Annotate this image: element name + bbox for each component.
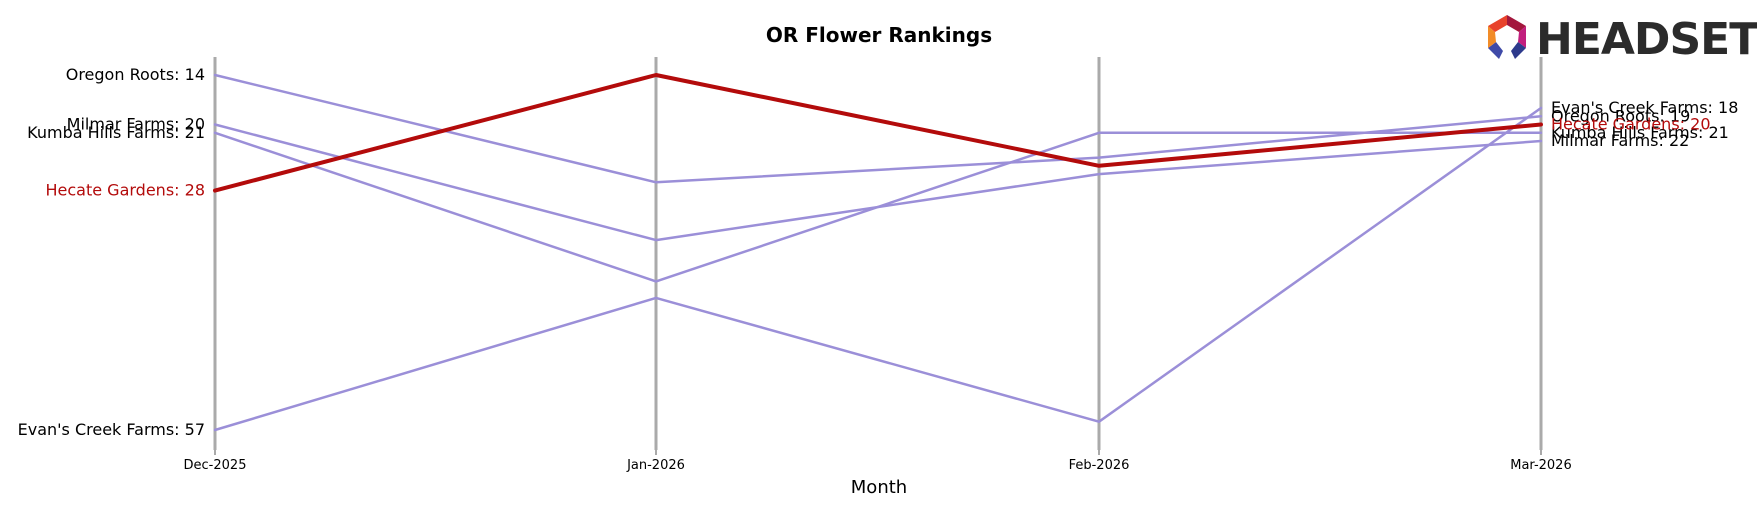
end-label-hecate-gardens: Hecate Gardens: 20 bbox=[1551, 115, 1711, 134]
series-line-hecate-gardens bbox=[213, 73, 1543, 193]
end-label-oregon-roots: Oregon Roots: 19 bbox=[1551, 106, 1690, 125]
headset-logo: HEADSET bbox=[1488, 14, 1757, 65]
headset-logo-icon bbox=[1488, 15, 1526, 59]
chart-title: OR Flower Rankings bbox=[766, 23, 992, 47]
start-label-oregon-roots: Oregon Roots: 14 bbox=[66, 65, 205, 84]
start-label-kumba-hills-farms: Kumba Hills Farms: 21 bbox=[27, 123, 205, 142]
end-label-kumba-hills-farms: Kumba Hills Farms: 21 bbox=[1551, 123, 1729, 142]
end-label-milmar-farms: Milmar Farms: 22 bbox=[1551, 131, 1689, 150]
series-line-kumba-hills-farms bbox=[213, 131, 1543, 283]
start-label-milmar-farms: Milmar Farms: 20 bbox=[67, 115, 205, 134]
tick-label-feb-2026: Feb-2026 bbox=[1069, 458, 1130, 473]
series-lines bbox=[213, 73, 1543, 432]
series-line-evan-s-creek-farms bbox=[213, 106, 1543, 432]
tick-label-dec-2025: Dec-2025 bbox=[184, 458, 247, 473]
start-label-hecate-gardens: Hecate Gardens: 28 bbox=[46, 181, 206, 200]
x-axis-ticks: Dec-2025 Jan-2026 Feb-2026 Mar-2026 bbox=[184, 450, 1572, 473]
end-label-evan-s-creek-farms: Evan's Creek Farms: 18 bbox=[1551, 98, 1738, 117]
start-label-evan-s-creek-farms: Evan's Creek Farms: 57 bbox=[18, 420, 205, 439]
month-gridlines bbox=[213, 57, 1543, 450]
x-axis-label: Month bbox=[851, 477, 907, 498]
tick-label-jan-2026: Jan-2026 bbox=[626, 458, 685, 473]
tick-label-mar-2026: Mar-2026 bbox=[1510, 458, 1571, 473]
series-line-oregon-roots bbox=[213, 73, 1543, 184]
headset-logo-text: HEADSET bbox=[1536, 14, 1757, 65]
